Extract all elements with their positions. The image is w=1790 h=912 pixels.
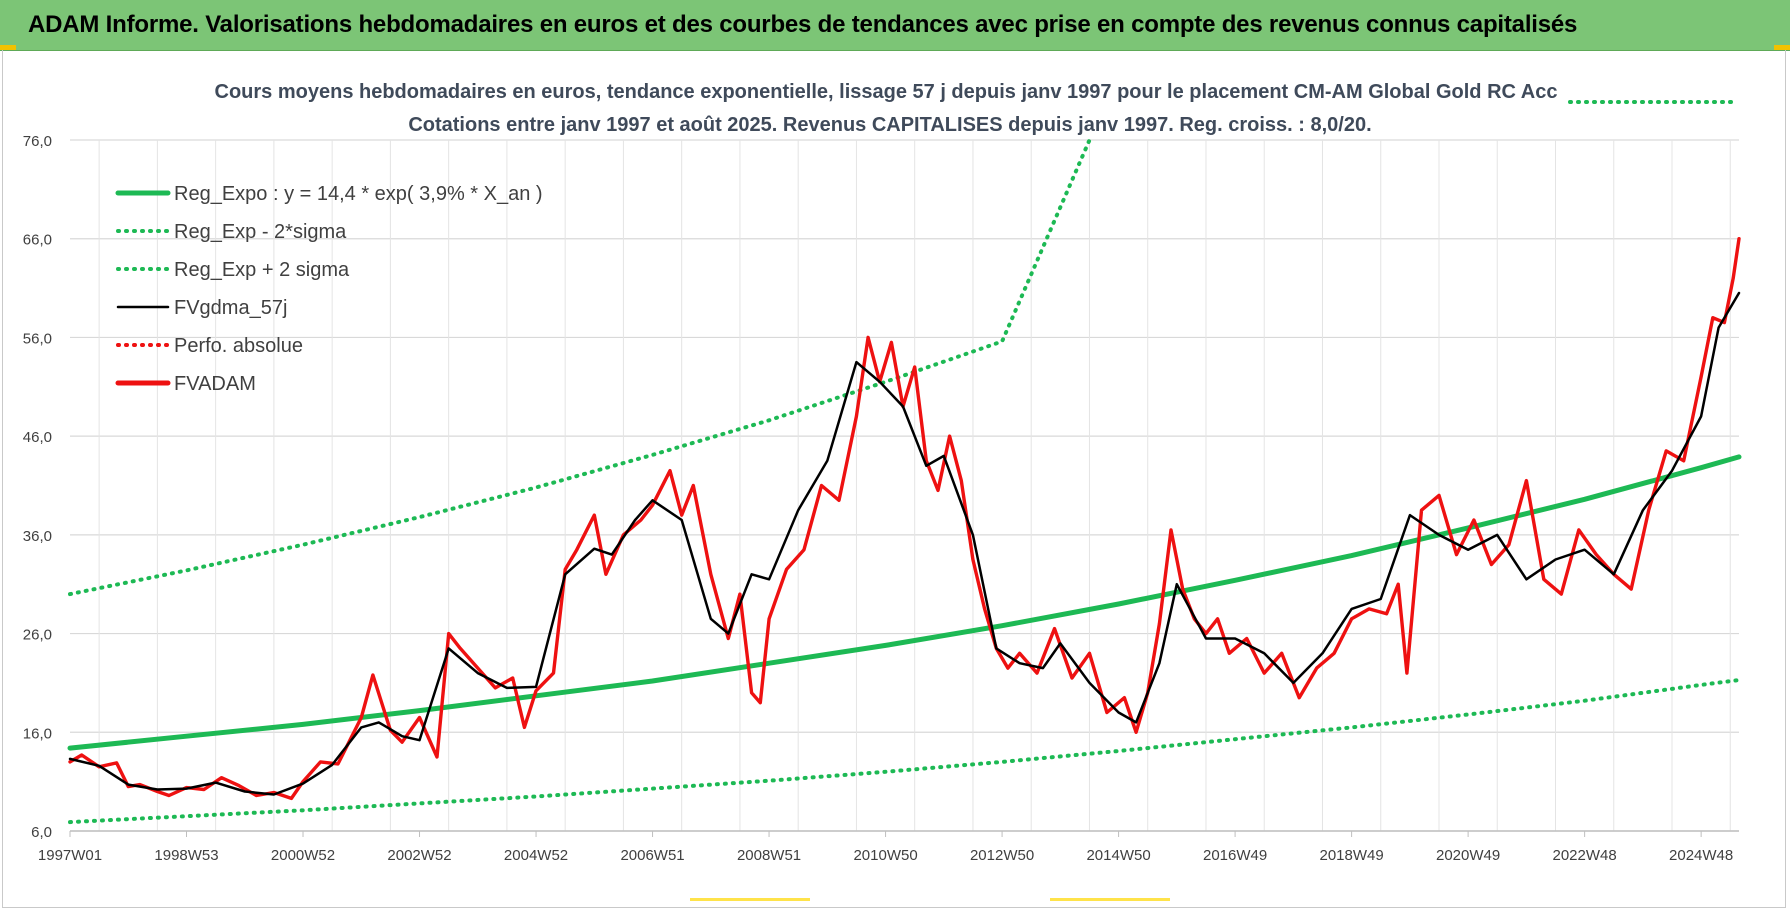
legend-label: FVgdma_57j	[174, 297, 287, 319]
y-tick-label: 6,0	[31, 824, 52, 841]
x-tick-label: 2018W49	[1319, 847, 1383, 864]
x-tick-label: 2020W49	[1436, 847, 1500, 864]
series-line-0	[67, 454, 1742, 751]
corner-marker-left	[0, 45, 16, 50]
chart-legend: Reg_Expo : y = 14,4 * exp( 3,9% * X_an )…	[115, 183, 543, 395]
y-tick-label: 36,0	[23, 528, 52, 545]
x-tick-label: 1997W01	[38, 847, 102, 864]
bottom-marker-2	[1050, 898, 1170, 901]
x-tick-label: 1998W53	[154, 847, 218, 864]
x-tick-label: 2022W48	[1553, 847, 1617, 864]
corner-marker-right	[1774, 45, 1790, 50]
legend-label: Reg_Expo : y = 14,4 * exp( 3,9% * X_an )	[174, 183, 543, 205]
y-tick-label: 46,0	[23, 429, 52, 446]
legend-label: FVADAM	[174, 373, 256, 395]
y-tick-label: 56,0	[23, 330, 52, 347]
y-axis-ticks: 6,0 16,0 26,0 36,0 46,0 56,0 66,0 76,0	[23, 133, 52, 841]
x-tick-label: 2014W50	[1086, 847, 1150, 864]
y-tick-label: 66,0	[23, 232, 52, 249]
legend-label: Perfo. absolue	[174, 335, 303, 357]
x-tick-label: 2024W48	[1669, 847, 1733, 864]
banner-title: ADAM Informe. Valorisations hebdomadaire…	[28, 11, 1578, 38]
x-tick-label: 2008W51	[737, 847, 801, 864]
series-line-1	[68, 678, 1741, 825]
title-banner: ADAM Informe. Valorisations hebdomadaire…	[0, 0, 1790, 51]
series-layer	[67, 100, 1742, 825]
x-tick-label: 2012W50	[970, 847, 1034, 864]
x-tick-label: 2010W50	[853, 847, 917, 864]
x-tick-label: 2004W52	[504, 847, 568, 864]
legend-label: Reg_Exp + 2 sigma	[174, 259, 350, 281]
series-line-2	[68, 138, 1092, 597]
y-tick-label: 26,0	[23, 627, 52, 644]
legend-label: Reg_Exp - 2*sigma	[174, 221, 347, 243]
x-tick-label: 2016W49	[1203, 847, 1267, 864]
series-line-5	[68, 236, 1741, 801]
y-tick-label: 76,0	[23, 133, 52, 150]
bottom-marker-1	[690, 898, 810, 901]
x-tick-label: 2000W52	[271, 847, 335, 864]
chart-frame	[2, 50, 1786, 908]
x-tick-label: 2002W52	[387, 847, 451, 864]
chart-grid	[70, 139, 1739, 832]
y-tick-label: 16,0	[23, 725, 52, 742]
chart-title: Cours moyens hebdomadaires en euros, ten…	[215, 81, 1558, 103]
chart-subtitle: Cotations entre janv 1997 et août 2025. …	[408, 114, 1371, 136]
x-axis-ticks: 1997W01 1998W53 2000W52 2002W52 2004W52 2006W…	[38, 831, 1733, 864]
x-tick-label: 2006W51	[620, 847, 684, 864]
series-line-3	[68, 291, 1741, 796]
